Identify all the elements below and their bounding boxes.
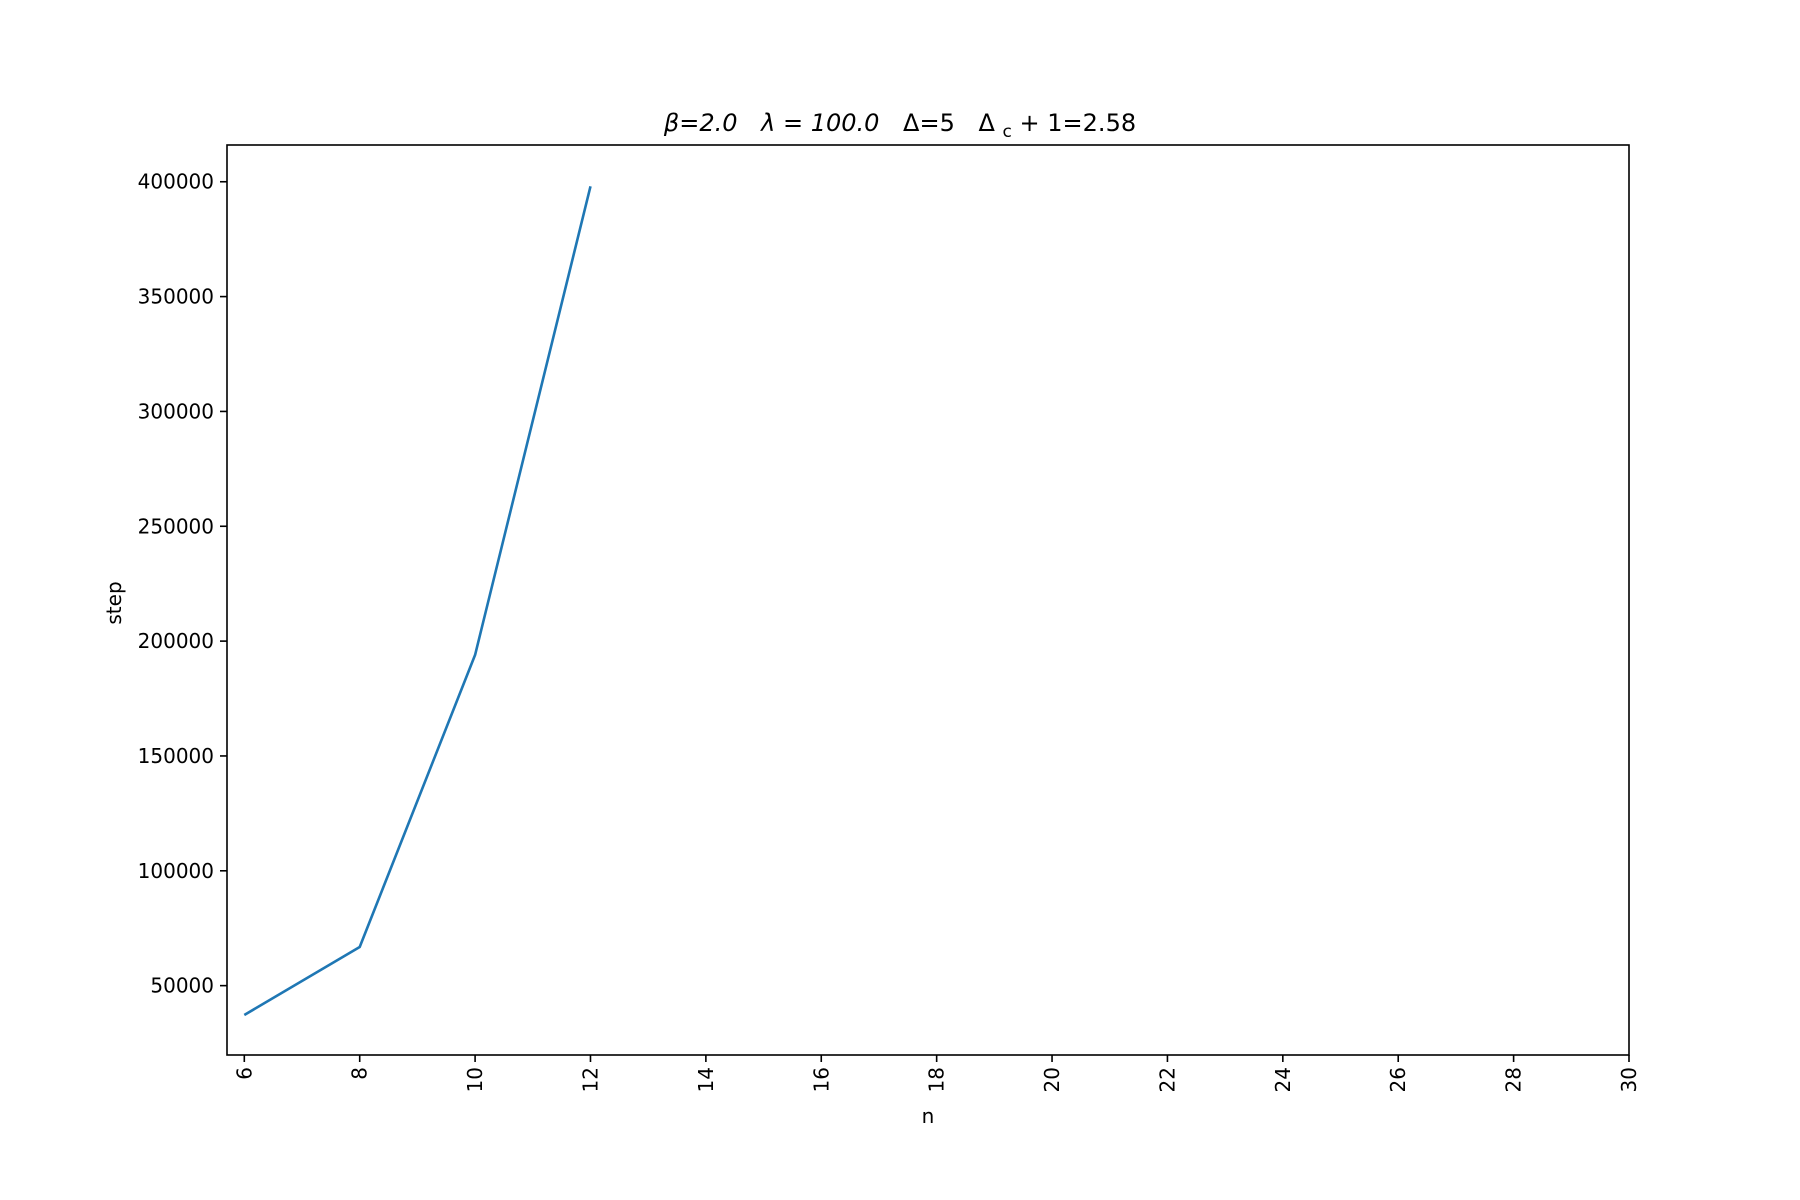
ticks-layer: 6 8 10 12 14 16 18 20 22 24 26 28 30 50000 100000 15000…: [138, 170, 1641, 1093]
x-tick-label: 22: [1155, 1067, 1179, 1092]
x-tick-label: 14: [694, 1067, 718, 1092]
series-line: [243, 185, 592, 1017]
title-delta: Δ=5: [903, 109, 955, 137]
y-tick-label: 200000: [138, 629, 214, 653]
y-tick-label: 150000: [138, 744, 214, 768]
x-tick-label: 10: [463, 1067, 487, 1092]
x-tick-label: 16: [809, 1067, 833, 1092]
x-tick-label: 24: [1271, 1067, 1295, 1092]
y-tick-label: 400000: [138, 170, 214, 194]
x-axis-label: n: [922, 1104, 935, 1128]
x-tick-label: 12: [578, 1067, 602, 1092]
plot-area-frame: [226, 144, 1630, 1056]
x-tick-label: 6: [232, 1067, 256, 1080]
y-tick-label: 350000: [138, 285, 214, 309]
x-tick-label: 30: [1617, 1067, 1641, 1092]
y-tick-label: 250000: [138, 514, 214, 538]
title-delta-c-subscript: c: [1003, 122, 1012, 142]
y-axis-label: step: [102, 581, 126, 624]
x-tick-label: 26: [1386, 1067, 1410, 1092]
y-tick-label: 50000: [150, 974, 214, 998]
x-tick-label: 20: [1040, 1067, 1064, 1092]
series-layer: [243, 185, 592, 1017]
x-tick-label: 18: [925, 1067, 949, 1092]
title-delta-c-rest: + 1=2.58: [1020, 109, 1137, 137]
x-tick-label: 28: [1502, 1067, 1526, 1092]
title-delta-c-symbol: Δ: [978, 109, 995, 137]
chart-title: β=2.0 λ = 100.0 Δ=5 Δ c + 1=2.58: [663, 109, 1136, 143]
x-tick-label: 8: [348, 1067, 372, 1080]
y-tick-label: 300000: [138, 399, 214, 423]
y-tick-label: 100000: [138, 859, 214, 883]
title-lambda: λ = 100.0: [759, 109, 879, 137]
title-beta: β=2.0: [663, 109, 738, 137]
